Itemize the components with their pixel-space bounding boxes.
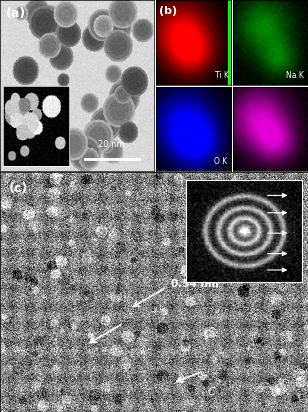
Text: O K: O K (214, 157, 227, 166)
Text: FT: FT (196, 180, 211, 191)
Text: Ti K: Ti K (215, 71, 229, 80)
Text: (a): (a) (6, 7, 26, 20)
Text: 0.54 nm: 0.54 nm (171, 279, 219, 289)
Text: C: C (208, 386, 216, 397)
Text: (c): (c) (9, 182, 28, 195)
Text: 20 nm: 20 nm (98, 140, 125, 149)
Text: Na K: Na K (286, 71, 304, 80)
Text: (b): (b) (159, 6, 177, 16)
